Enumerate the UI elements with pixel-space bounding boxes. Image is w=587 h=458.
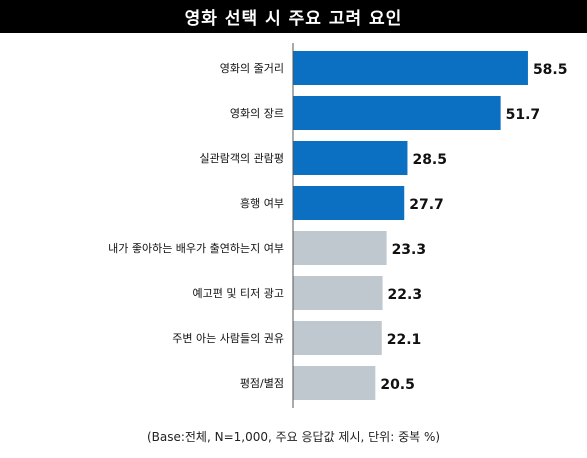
bar: [293, 276, 383, 310]
bar: [293, 186, 405, 220]
bar: [293, 51, 528, 85]
value-label: 22.1: [387, 332, 422, 348]
chart-title: 영화 선택 시 주요 고려 요인: [184, 9, 403, 29]
category-label: 주변 아는 사람들의 권유: [172, 332, 284, 345]
value-label: 23.3: [392, 242, 427, 258]
footnote: (Base:전체, N=1,000, 주요 응답값 제시, 단위: 중복 %): [146, 430, 441, 444]
bar: [293, 96, 501, 130]
bar: [293, 231, 387, 265]
category-label: 영화의 장르: [230, 107, 284, 120]
category-label: 흥행 여부: [240, 196, 284, 210]
category-label: 실관람객의 관람평: [200, 152, 284, 165]
bar: [293, 141, 408, 175]
title-bar: 영화 선택 시 주요 고려 요인: [0, 0, 587, 33]
value-label: 22.3: [388, 287, 423, 303]
value-label: 27.7: [409, 197, 444, 213]
category-label: 영화의 줄거리: [220, 62, 284, 75]
value-label: 28.5: [412, 152, 447, 168]
value-label: 51.7: [506, 107, 541, 123]
category-label: 평점/별점: [240, 377, 284, 390]
value-label: 20.5: [380, 377, 415, 393]
bar: [293, 366, 376, 400]
category-label: 예고편 및 티저 광고: [193, 287, 284, 300]
bar: [293, 321, 382, 355]
category-label: 내가 좋아하는 배우가 출연하는지 여부: [108, 241, 284, 255]
bar-chart: 영화의 줄거리 58.5 영화의 장르 51.7 실관람객의 관람평 28.5 흥행 여부 2…: [108, 43, 568, 408]
value-label: 58.5: [533, 62, 568, 78]
